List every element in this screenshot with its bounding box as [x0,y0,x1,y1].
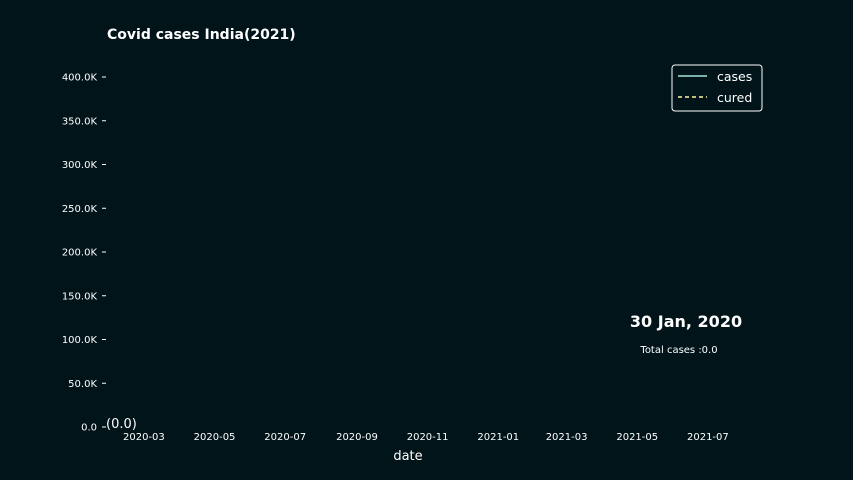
y-tick-label: 400.0K [62,73,98,84]
x-axis: 2020-03 2020-05 2020-07 2020-09 2020-11 2021-… [123,432,729,443]
y-tick-label: 0.0 [81,423,97,434]
x-tick-label: 2021-01 [477,432,519,443]
y-tick-label: 250.0K [62,204,98,215]
y-axis: 0.0 50.0K 100.0K 150.0K 200.0K 250.0K 300.0K 35… [62,73,106,434]
y-tick-label: 300.0K [62,160,98,171]
legend-cases-label: cases [717,69,752,84]
x-tick-label: 2020-09 [336,432,378,443]
x-tick-label: 2021-07 [687,432,729,443]
y-tick-label: 100.0K [62,335,98,346]
y-tick-label: 50.0K [68,379,97,390]
legend: cases cured [671,64,763,112]
point-annotation: (0.0) [106,417,137,432]
y-tick-label: 350.0K [62,116,98,127]
x-tick-label: 2020-07 [264,432,306,443]
date-annotation: 30 Jan, 2020 [630,312,742,331]
x-tick-label: 2021-03 [546,432,588,443]
legend-cured-label: cured [717,90,752,105]
x-tick-label: 2021-05 [616,432,658,443]
chart-title: Covid cases India(2021) [107,27,296,43]
y-tick-label: 150.0K [62,291,98,302]
total-cases-annotation: Total cases :0.0 [639,345,717,356]
y-tick-label: 200.0K [62,248,98,259]
x-axis-label: date [393,449,422,464]
x-tick-label: 2020-11 [407,432,449,443]
x-tick-label: 2020-03 [123,432,165,443]
x-tick-label: 2020-05 [194,432,236,443]
